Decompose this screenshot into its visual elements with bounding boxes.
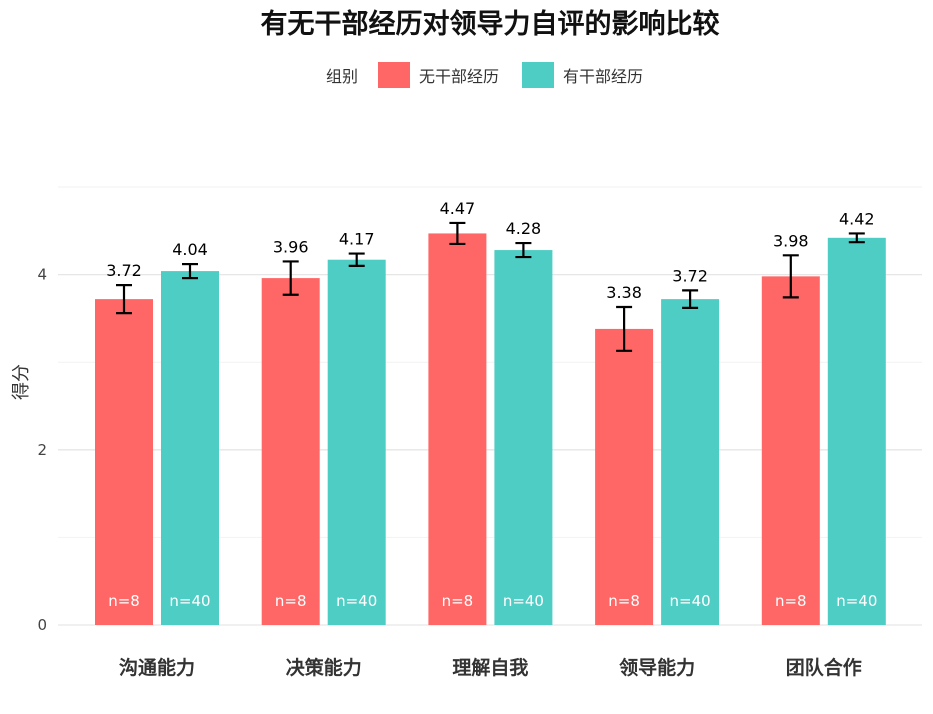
sample-size-label: n=8 xyxy=(608,592,640,610)
sample-size-label: n=40 xyxy=(836,592,877,610)
bar xyxy=(261,278,320,625)
legend: 组别 无干部经历 有干部经历 xyxy=(326,62,643,88)
data-label: 4.47 xyxy=(440,199,476,218)
sample-size-label: n=40 xyxy=(670,592,711,610)
bar xyxy=(661,299,720,625)
data-label: 3.98 xyxy=(773,231,809,250)
x-tick-label: 决策能力 xyxy=(286,656,362,679)
error-bar xyxy=(848,232,865,244)
y-tick-label: 2 xyxy=(37,441,47,459)
sample-size-label: n=40 xyxy=(503,592,544,610)
data-label: 3.72 xyxy=(672,266,708,285)
error-bar xyxy=(782,254,799,299)
x-tick-label: 团队合作 xyxy=(786,656,862,679)
legend-title: 组别 xyxy=(326,67,358,86)
bar xyxy=(595,328,654,625)
error-bar xyxy=(682,289,699,309)
data-label: 4.04 xyxy=(172,240,208,259)
sample-size-label: n=8 xyxy=(775,592,807,610)
y-axis-ticks: 0 2 4 xyxy=(37,266,47,634)
bar xyxy=(428,233,487,626)
x-tick-label: 理解自我 xyxy=(452,656,528,679)
sample-size-label: n=8 xyxy=(442,592,474,610)
bar xyxy=(761,276,820,625)
chart-title: 有无干部经历对领导力自评的影响比较 xyxy=(261,8,720,40)
legend-swatch-with-experience xyxy=(522,62,554,88)
error-bar xyxy=(348,252,365,267)
y-tick-label: 0 xyxy=(37,616,47,634)
sample-size-label: n=40 xyxy=(169,592,210,610)
error-bar xyxy=(116,284,132,315)
sample-size-label: n=40 xyxy=(336,592,377,610)
legend-label-with-experience: 有干部经历 xyxy=(563,67,643,86)
y-axis-label: 得分 xyxy=(11,364,32,400)
data-label: 3.38 xyxy=(606,283,642,302)
error-bar xyxy=(515,241,532,259)
bar xyxy=(95,299,153,625)
bar xyxy=(827,237,886,626)
x-tick-label: 沟通能力 xyxy=(119,656,195,679)
bar xyxy=(494,250,553,625)
sample-size-label: n=8 xyxy=(108,592,140,610)
bars: 3.72 n=8 4.04 n=40 3.96 n=8 4.17 n=40 4.47 n=8 4.2… xyxy=(95,199,886,626)
data-label: 4.17 xyxy=(339,230,375,249)
legend-label-no-experience: 无干部经历 xyxy=(419,67,499,86)
data-label: 4.42 xyxy=(839,209,875,228)
legend-swatch-no-experience xyxy=(378,62,410,88)
x-axis-ticks: 沟通能力 决策能力 理解自我 领导能力 团队合作 xyxy=(119,656,862,679)
bar xyxy=(327,259,386,625)
x-tick-label: 领导能力 xyxy=(619,656,695,679)
data-label: 3.96 xyxy=(273,237,309,256)
data-label: 4.28 xyxy=(506,219,542,238)
error-bar xyxy=(616,305,633,352)
error-bar xyxy=(449,221,466,246)
data-label: 3.72 xyxy=(106,261,142,280)
y-tick-label: 4 xyxy=(37,266,47,284)
error-bar xyxy=(182,262,198,280)
sample-size-label: n=8 xyxy=(275,592,307,610)
bar xyxy=(161,271,219,625)
error-bar xyxy=(282,260,299,296)
